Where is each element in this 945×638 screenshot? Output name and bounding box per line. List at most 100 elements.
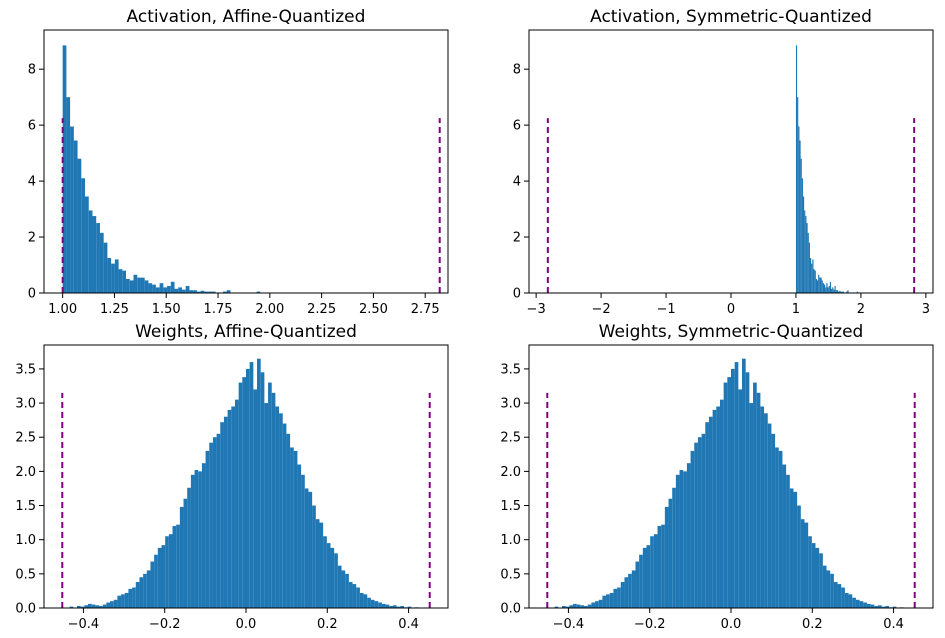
weights-symmetric-x-tick-label: −0.2 — [634, 617, 666, 632]
weights-affine-bar — [69, 606, 74, 608]
act-affine-bar — [148, 283, 153, 293]
act-affine-x-tick-label: 2.75 — [411, 302, 440, 317]
weights-affine-bar — [157, 547, 162, 608]
weights-symmetric-bar — [584, 605, 588, 608]
act-symmetric-bar — [856, 291, 858, 293]
weights-affine-bar — [356, 587, 360, 608]
weights-symmetric-bar — [613, 588, 618, 608]
weights-symmetric-bar — [723, 382, 728, 608]
act-affine-bar — [185, 286, 190, 293]
weights-affine-bar — [304, 488, 309, 608]
weights-affine-bar — [121, 594, 125, 608]
act-symmetric-bar — [797, 97, 799, 294]
weights-affine-bar — [146, 570, 151, 608]
act-symmetric-bar — [820, 277, 822, 293]
weights-symmetric-y-tick-label: 1.5 — [500, 499, 521, 514]
weights-symmetric-bar — [727, 377, 731, 608]
weights-affine-bar — [260, 372, 265, 608]
act-affine-bar — [152, 284, 156, 293]
weights-affine-x-tick-label: 0.0 — [236, 617, 257, 632]
act-symmetric-bar — [839, 290, 841, 293]
weights-symmetric-bar — [694, 442, 698, 608]
weights-symmetric-bar — [859, 601, 864, 608]
weights-symmetric-bar — [565, 606, 570, 608]
act-affine-x-tick-label: 1.75 — [204, 302, 233, 317]
act-symmetric-bar — [824, 284, 826, 293]
act-affine-bar — [96, 223, 100, 293]
weights-affine-bar — [179, 506, 184, 608]
act-symmetric-x-tick-label: 0 — [727, 302, 735, 317]
act-affine-bar — [85, 196, 89, 293]
weights-symmetric-bar — [731, 368, 735, 608]
act-affine-x-tick-label: 2.00 — [255, 302, 284, 317]
weights-symmetric-bar — [686, 463, 691, 608]
weights-affine-bar — [95, 605, 100, 608]
weights-symmetric-bar — [697, 437, 702, 608]
weights-symmetric-bar — [778, 450, 783, 608]
weights-affine-bar — [143, 573, 147, 608]
act-affine-bar — [167, 286, 171, 293]
act-symmetric-bar — [806, 223, 808, 293]
weights-affine-bar — [282, 423, 287, 608]
weights-affine-bar — [165, 536, 169, 608]
weights-affine-bar — [80, 606, 85, 608]
weights-symmetric-y-tick-label: 0.0 — [500, 602, 521, 617]
weights-affine-bar — [154, 554, 158, 608]
act-affine-bar — [181, 289, 186, 293]
weights-affine-bar — [308, 491, 313, 608]
act-symmetric-bar — [802, 196, 805, 293]
weights-symmetric-bar — [716, 406, 720, 608]
act-affine-title: Activation, Affine-Quantized — [127, 7, 366, 27]
weights-symmetric-panel: −0.4 −0.2 0.0 0.2 0.4 0.0 0.5 1.0 1.5 2.0 2.5 3.0 3.… — [500, 322, 934, 632]
act-affine-bar — [208, 291, 212, 293]
weights-affine-bar — [220, 422, 224, 608]
weights-affine-bar — [264, 403, 269, 608]
weights-affine-bar — [216, 433, 221, 608]
weights-affine-bar — [187, 487, 191, 608]
weights-affine-bar — [113, 599, 118, 608]
act-affine-bar — [111, 263, 115, 293]
act-symmetric-bar — [801, 178, 803, 293]
weights-symmetric-bar — [683, 471, 687, 608]
act-affine-bar — [81, 178, 86, 293]
act-affine-bar — [196, 291, 201, 293]
act-affine-panel: 1.00 1.25 1.50 1.75 2.00 2.25 2.50 2.75 0 2 4 6 8 Act… — [28, 7, 449, 317]
weights-affine-bar — [176, 524, 180, 608]
weights-affine-bar — [319, 522, 324, 608]
act-symmetric-bar — [827, 287, 829, 293]
weights-symmetric-bar — [753, 382, 757, 608]
weights-affine-y-tick-label: 2.5 — [15, 431, 36, 446]
act-affine-x-tick-label: 1.50 — [152, 302, 181, 317]
act-affine-bar — [99, 232, 104, 293]
weights-affine-x-tick-label: −0.4 — [68, 617, 100, 632]
weights-symmetric-bar — [786, 474, 790, 608]
act-affine-bar — [144, 280, 149, 293]
weights-symmetric-bar — [830, 573, 834, 608]
act-symmetric-title: Activation, Symmetric-Quantized — [590, 7, 872, 27]
weights-symmetric-bar — [719, 399, 724, 608]
weights-symmetric-y-tick-label: 1.0 — [500, 533, 521, 548]
act-affine-bar — [118, 269, 123, 293]
act-symmetric-x-tick-label: −2 — [592, 302, 611, 317]
act-affine-y-tick-label: 6 — [28, 119, 36, 134]
weights-affine-bar — [301, 474, 305, 608]
act-symmetric-bar — [815, 279, 817, 293]
weights-symmetric-y-tick-label: 3.5 — [500, 362, 521, 377]
weights-symmetric-bar — [653, 534, 658, 608]
act-affine-x-tick-label: 2.50 — [359, 302, 388, 317]
weights-affine-x-tick-label: 0.2 — [317, 617, 338, 632]
weights-affine-panel: −0.4 −0.2 0.0 0.2 0.4 0.0 0.5 1.0 1.5 2.0 2.5 3.0 3.… — [15, 322, 449, 632]
weights-symmetric-bar — [617, 587, 621, 608]
weights-affine-x-tick-label: −0.2 — [149, 617, 181, 632]
weights-affine-bar — [271, 392, 276, 608]
weights-affine-bar — [106, 602, 111, 608]
weights-symmetric-bar — [852, 597, 856, 608]
act-affine-bar — [170, 281, 175, 293]
act-affine-bar — [226, 290, 231, 293]
act-affine-bar — [114, 259, 119, 293]
act-symmetric-bar — [813, 269, 815, 293]
weights-affine-bar — [128, 588, 133, 608]
act-affine-bar — [256, 291, 261, 293]
weights-affine-bar — [190, 474, 195, 608]
